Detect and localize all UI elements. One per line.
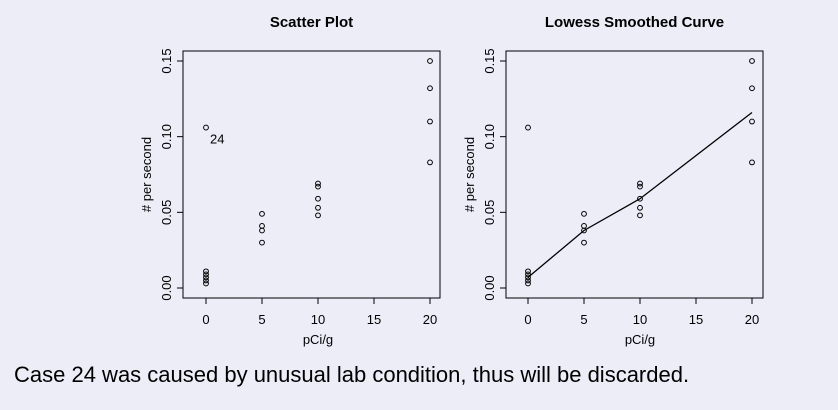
data-point	[581, 239, 587, 246]
chart-panel-2: Lowess Smoothed Curve 0 5 10 15 20 pCi/g 0.00 0.…	[462, 14, 764, 347]
data-point	[315, 180, 321, 187]
plot-frame	[505, 50, 764, 299]
x-axis-label: pCi/g	[303, 332, 333, 347]
data-point	[259, 239, 265, 246]
figure-canvas: Scatter Plot 0 5 10 15 20 pCi/g 0.00 0.05 0.10 0.1…	[139, 14, 764, 347]
x-tick-label: 20	[423, 312, 437, 327]
data-point	[525, 268, 531, 275]
data-point	[203, 124, 209, 131]
data-point	[525, 274, 531, 281]
data-point	[637, 212, 643, 219]
data-point	[315, 183, 321, 190]
data-point	[637, 183, 643, 190]
data-point	[581, 227, 587, 234]
chart-panel-1: Scatter Plot 0 5 10 15 20 pCi/g 0.00 0.05 0.10 0.1…	[139, 14, 441, 347]
caption-text: Case 24 was caused by unusual lab condit…	[14, 362, 690, 387]
x-tick-label: 5	[580, 312, 587, 327]
data-point	[203, 274, 209, 281]
data-point	[203, 268, 209, 275]
y-tick-label: 0.10	[482, 124, 497, 149]
data-point	[315, 204, 321, 211]
x-tick-label: 15	[367, 312, 381, 327]
y-tick-label: 0.00	[159, 275, 174, 300]
chart-title: Lowess Smoothed Curve	[545, 14, 724, 31]
plot-frame	[182, 50, 441, 299]
y-axis-label: # per second	[139, 137, 154, 212]
data-point	[427, 58, 433, 64]
x-tick-label: 10	[633, 312, 647, 327]
y-tick-label: 0.00	[482, 275, 497, 300]
chart-title: Scatter Plot	[270, 14, 353, 31]
data-point	[315, 195, 321, 202]
data-point	[581, 210, 587, 217]
data-point	[637, 180, 643, 187]
data-point	[427, 85, 433, 92]
data-point	[637, 195, 643, 202]
data-point	[525, 277, 531, 284]
y-tick-label: 0.05	[482, 200, 497, 225]
x-tick-label: 5	[258, 312, 265, 327]
data-point	[203, 277, 209, 284]
x-tick-label: 10	[311, 312, 325, 327]
data-point	[525, 124, 531, 131]
y-tick-label: 0.15	[159, 48, 174, 73]
data-point	[427, 159, 433, 166]
y-axis-label: # per second	[462, 137, 477, 212]
x-tick-label: 15	[689, 312, 703, 327]
x-axis-label: pCi/g	[625, 332, 655, 347]
data-point	[749, 85, 755, 92]
data-point	[203, 280, 209, 287]
x-tick-label: 0	[524, 312, 531, 327]
data-point	[749, 118, 755, 125]
data-point	[259, 227, 265, 234]
data-point	[203, 271, 209, 278]
y-tick-label: 0.15	[482, 48, 497, 73]
lowess-curve-line	[527, 111, 753, 278]
x-tick-label: 20	[745, 312, 759, 327]
data-point	[427, 118, 433, 125]
data-point	[637, 204, 643, 211]
data-point	[749, 58, 755, 64]
y-tick-label: 0.05	[159, 200, 174, 225]
data-point	[259, 210, 265, 217]
data-point	[315, 212, 321, 219]
x-tick-label: 0	[202, 312, 209, 327]
data-point	[525, 280, 531, 287]
y-tick-label: 0.10	[159, 124, 174, 149]
data-point	[749, 159, 755, 166]
point-annotation-label: 24	[210, 132, 224, 147]
data-point	[525, 271, 531, 278]
